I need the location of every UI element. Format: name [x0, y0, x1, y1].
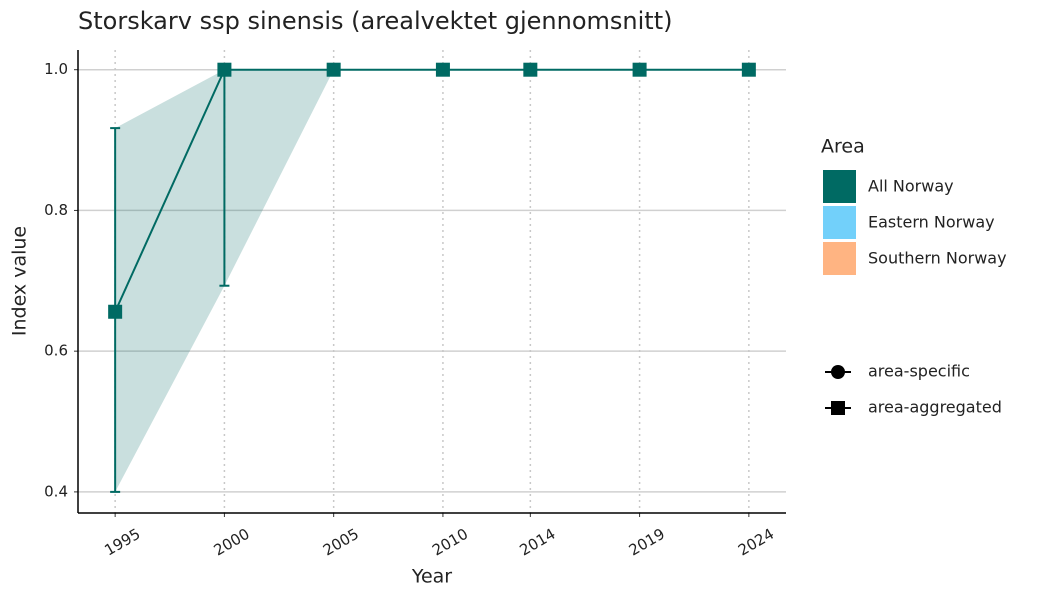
legend-label: area-aggregated: [868, 398, 1002, 417]
marker: [523, 62, 538, 77]
y-axis-title: Index value: [9, 226, 31, 336]
legend-label: Eastern Norway: [868, 213, 995, 232]
marker: [741, 62, 756, 77]
x-tick-label: 1995: [101, 525, 143, 560]
x-axis-title: Year: [411, 566, 452, 588]
marker: [217, 62, 232, 77]
y-tick-label: 0.6: [44, 342, 68, 360]
x-tick-label: 2005: [320, 525, 362, 560]
legend-key: [823, 206, 856, 239]
x-tick-label: 2014: [517, 525, 559, 560]
marker: [632, 62, 647, 77]
marker: [108, 304, 123, 319]
legend-title: Area: [821, 136, 865, 158]
legend-key-shape: [831, 365, 845, 379]
legend-label: All Norway: [868, 177, 954, 196]
confidence-ribbon: [115, 69, 749, 492]
marker: [435, 62, 450, 77]
legend-key-shape: [831, 401, 845, 415]
y-tick-label: 0.8: [44, 201, 68, 219]
legend-key: [823, 170, 856, 203]
x-tick-label: 2019: [626, 525, 668, 560]
x-tick-label: 2024: [735, 525, 777, 560]
y-tick-label: 0.4: [44, 482, 68, 500]
chart-title: Storskarv ssp sinensis (arealvektet gjen…: [78, 7, 672, 35]
x-tick-label: 2000: [211, 525, 253, 560]
legend-key: [823, 242, 856, 275]
marker: [326, 62, 341, 77]
y-tick-label: 1.0: [44, 60, 68, 78]
x-tick-label: 2010: [429, 525, 471, 560]
legend-label: area-specific: [868, 362, 970, 381]
legend-label: Southern Norway: [868, 249, 1007, 268]
